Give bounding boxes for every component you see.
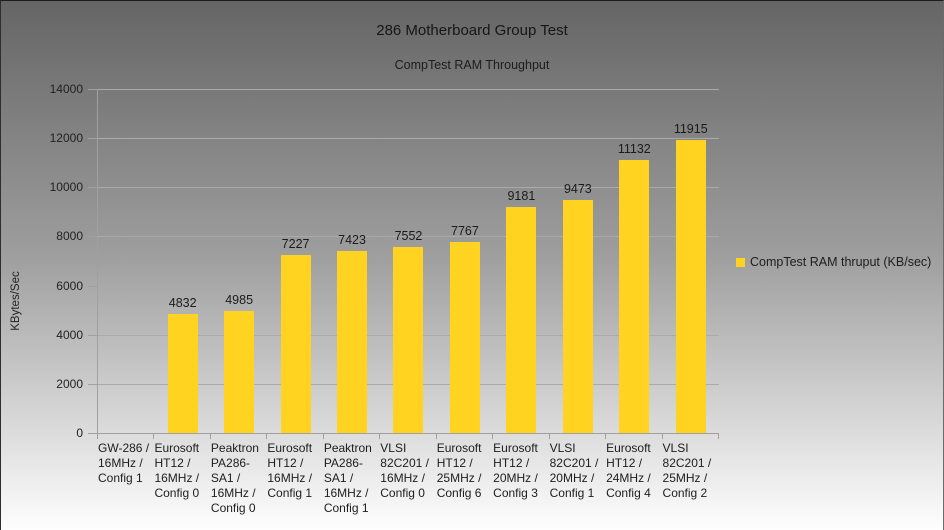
chart-title: 286 Motherboard Group Test xyxy=(376,22,568,39)
bar-column: 7423 xyxy=(324,89,380,433)
bar-value-label: 4832 xyxy=(168,296,197,311)
bar-value-label: 7767 xyxy=(451,224,479,239)
bar-column: 9181 xyxy=(493,89,549,433)
bar xyxy=(506,207,537,433)
x-category-cell: Eurosoft HT12 / 16MHz / Config 1 xyxy=(266,441,322,517)
bar xyxy=(449,242,480,433)
x-category-cell: Eurosoft HT12 / 16MHz / Config 0 xyxy=(153,441,209,517)
x-tick-mark xyxy=(662,434,663,439)
bar xyxy=(393,247,424,433)
bar-column: 9473 xyxy=(550,89,606,433)
legend-label: CompTest RAM thruput (KB/sec) xyxy=(750,255,932,269)
bar-column: 11915 xyxy=(663,89,719,433)
x-tick-mark xyxy=(97,434,98,439)
y-axis-tick-marks xyxy=(88,89,97,434)
y-tick-mark xyxy=(88,187,97,188)
x-category-label: Peaktron PA286-SA1 / 16MHz / Config 1 xyxy=(323,441,372,515)
gridline xyxy=(98,187,719,188)
x-category-label: VLSI 82C201 / 20MHz / Config 1 xyxy=(549,441,599,500)
y-tick-label: 4000 xyxy=(56,328,83,342)
y-tick-label: 6000 xyxy=(56,279,83,293)
y-tick-mark xyxy=(88,433,97,434)
bar-value-label: 7227 xyxy=(281,237,310,252)
y-tick-label: 10000 xyxy=(49,180,83,194)
x-category-cell: VLSI 82C201 / 16MHz / Config 0 xyxy=(379,441,435,517)
x-axis-tick-marks xyxy=(97,434,719,439)
x-category-label: VLSI 82C201 / 25MHz / Config 2 xyxy=(662,441,712,500)
y-tick-mark xyxy=(88,286,97,287)
x-tick-mark xyxy=(323,434,324,439)
legend-color-swatch xyxy=(736,257,745,267)
x-category-cell: Peaktron PA286-SA1 / 16MHz / Config 1 xyxy=(323,441,379,517)
x-tick-mark xyxy=(605,434,606,439)
bar xyxy=(224,310,255,433)
gridline xyxy=(98,236,719,237)
y-tick-mark xyxy=(88,89,97,90)
bar-column: 4985 xyxy=(211,89,267,433)
gridline xyxy=(98,89,719,90)
x-category-cell: Eurosoft HT12 / 20MHz / Config 3 xyxy=(492,441,548,517)
x-tick-mark xyxy=(210,434,211,439)
y-tick-label: 2000 xyxy=(56,377,83,391)
bar xyxy=(619,159,650,433)
bar xyxy=(280,255,311,433)
bar-column xyxy=(98,89,154,433)
x-category-label: GW-286 / 16MHz / Config 1 xyxy=(98,441,150,485)
bar-value-label: 9181 xyxy=(507,189,536,204)
y-tick-mark xyxy=(88,138,97,139)
x-tick-mark xyxy=(436,434,437,439)
x-category-cell: VLSI 82C201 / 25MHz / Config 2 xyxy=(662,441,718,517)
x-category-cell: Eurosoft HT12 / 24MHz / Config 4 xyxy=(605,441,661,517)
x-tick-mark xyxy=(379,434,380,439)
x-category-cell: VLSI 82C201 / 20MHz / Config 1 xyxy=(549,441,605,517)
y-tick-mark xyxy=(88,384,97,385)
bar-value-label: 7423 xyxy=(338,232,366,247)
y-tick-label: 0 xyxy=(76,426,83,440)
bar xyxy=(562,200,593,433)
bar-value-label: 4985 xyxy=(225,292,254,307)
bar-column: 7552 xyxy=(380,89,436,433)
bars-container: 4832 4985 7227 7423 7552 7767 9181 9473 11132 119… xyxy=(98,89,719,433)
x-category-label: Eurosoft HT12 / 20MHz / Config 3 xyxy=(493,441,538,500)
x-category-label: Eurosoft HT12 / 16MHz / Config 1 xyxy=(267,441,313,500)
x-category-cell: Peaktron PA286-SA1 / 16MHz / Config 0 xyxy=(210,441,266,517)
x-category-cell: GW-286 / 16MHz / Config 1 xyxy=(97,441,153,517)
chart-subtitle: CompTest RAM Throughput xyxy=(394,58,550,72)
y-tick-mark xyxy=(88,236,97,237)
y-tick-label: 12000 xyxy=(49,131,83,145)
x-tick-mark xyxy=(153,434,154,439)
bar-value-label: 9473 xyxy=(563,182,592,197)
x-category-label: Eurosoft HT12 / 24MHz / Config 4 xyxy=(606,441,651,500)
x-tick-mark xyxy=(492,434,493,439)
bar xyxy=(167,314,198,433)
y-axis-tick-labels: 0 2000 4000 6000 8000 10000 12000 14000 xyxy=(1,82,83,440)
bar-column: 7767 xyxy=(437,89,493,433)
gridline xyxy=(98,138,719,139)
bar-column: 11132 xyxy=(606,89,662,433)
x-category-cell: Eurosoft HT12 / 25MHz / Config 6 xyxy=(436,441,492,517)
x-axis-category-labels: GW-286 / 16MHz / Config 1 Eurosoft HT12 /… xyxy=(97,441,718,517)
bar-value-label: 11132 xyxy=(617,141,651,156)
bar-value-label: 11915 xyxy=(673,122,708,137)
x-category-label: Peaktron PA286-SA1 / 16MHz / Config 0 xyxy=(210,441,259,515)
y-tick-mark xyxy=(88,335,97,336)
bar xyxy=(337,250,368,433)
x-tick-mark xyxy=(549,434,550,439)
bar-column: 7227 xyxy=(267,89,323,433)
x-tick-mark xyxy=(266,434,267,439)
x-category-label: VLSI 82C201 / 16MHz / Config 0 xyxy=(380,441,429,500)
bar-value-label: 7552 xyxy=(394,229,423,244)
x-category-label: Eurosoft HT12 / 25MHz / Config 6 xyxy=(436,441,482,500)
plot-area: 4832 4985 7227 7423 7552 7767 9181 9473 11132 119… xyxy=(97,89,719,434)
bar-column: 4832 xyxy=(154,89,210,433)
legend: CompTest RAM thruput (KB/sec) xyxy=(736,255,931,269)
y-tick-label: 14000 xyxy=(49,82,83,96)
x-category-label: Eurosoft HT12 / 16MHz / Config 0 xyxy=(154,441,200,500)
bar xyxy=(675,140,706,433)
x-tick-mark xyxy=(718,434,719,439)
y-tick-label: 8000 xyxy=(56,229,83,243)
